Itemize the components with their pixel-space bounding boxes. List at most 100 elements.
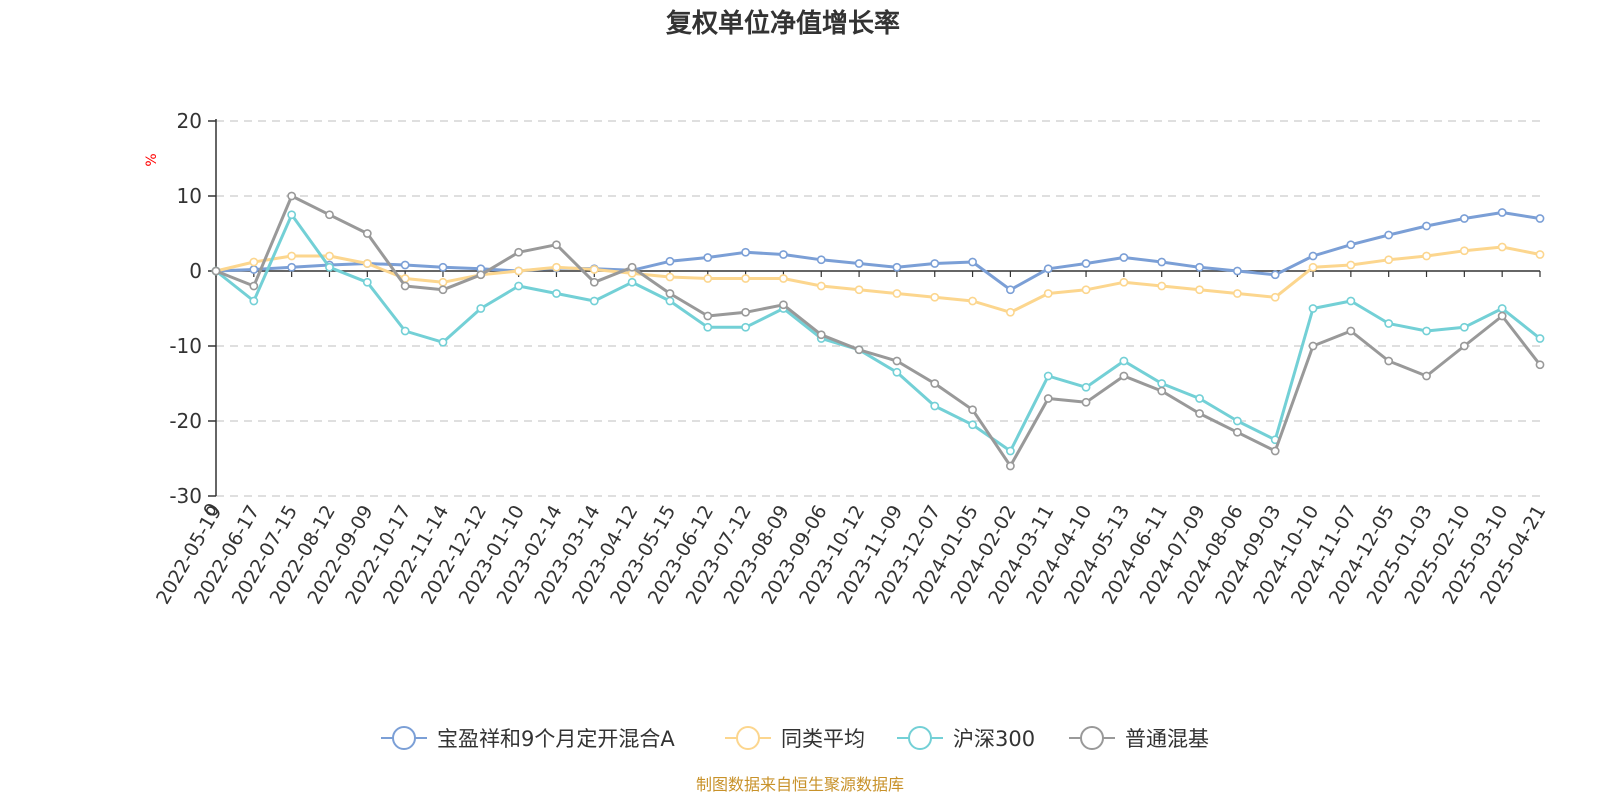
data-point xyxy=(1346,296,1356,306)
series-line xyxy=(215,211,1541,292)
data-point xyxy=(287,262,297,272)
data-point xyxy=(1497,304,1507,313)
source-note: 制图数据来自恒生聚源数据库 xyxy=(696,775,904,794)
legend-label: 同类平均 xyxy=(781,727,865,751)
data-point xyxy=(362,259,372,268)
series-line xyxy=(215,213,1541,453)
data-point xyxy=(741,247,750,257)
data-point xyxy=(816,281,826,291)
data-point xyxy=(665,272,675,282)
data-point xyxy=(552,240,561,250)
data-point xyxy=(1497,242,1507,252)
legend-swatch-circle xyxy=(908,726,932,750)
data-point xyxy=(1195,285,1204,295)
data-point xyxy=(211,266,221,276)
data-point xyxy=(438,337,448,347)
data-point xyxy=(1346,240,1356,250)
legend-label: 普通混基 xyxy=(1125,727,1209,751)
data-point xyxy=(1157,386,1167,396)
data-point xyxy=(1157,379,1167,388)
y-tick-label: -10 xyxy=(169,334,202,358)
data-point xyxy=(1422,371,1431,381)
data-point xyxy=(665,256,675,266)
data-point xyxy=(1346,326,1356,336)
data-point xyxy=(1195,262,1204,272)
data-point xyxy=(1459,214,1469,223)
data-point xyxy=(1308,304,1318,313)
data-point xyxy=(1006,285,1015,295)
data-point xyxy=(1081,285,1091,295)
data-point xyxy=(1006,461,1015,471)
series-lines xyxy=(211,191,1545,471)
y-tick-label: -30 xyxy=(169,484,202,508)
data-point xyxy=(400,326,410,336)
data-point xyxy=(1270,270,1280,280)
data-point xyxy=(325,210,334,220)
data-point xyxy=(1157,281,1167,291)
data-point xyxy=(665,296,675,306)
data-point xyxy=(930,259,940,268)
data-point xyxy=(589,277,599,287)
data-point xyxy=(968,257,977,267)
legend: 宝盈祥和9个月定开混合A 同类平均 沪深300 普通混基 xyxy=(381,726,1209,751)
data-point xyxy=(249,265,259,274)
data-point xyxy=(968,296,977,306)
data-point xyxy=(1270,446,1280,456)
data-point xyxy=(514,247,524,257)
data-point xyxy=(816,255,826,265)
data-point xyxy=(1081,382,1091,392)
data-point xyxy=(627,262,637,272)
data-point xyxy=(1043,264,1053,274)
data-point xyxy=(1006,307,1015,317)
data-point xyxy=(1195,409,1204,418)
data-point xyxy=(968,420,977,430)
series-line xyxy=(215,194,1542,468)
data-point xyxy=(1459,246,1469,256)
data-point xyxy=(249,257,259,267)
series-line xyxy=(215,245,1541,314)
data-point xyxy=(1459,322,1469,332)
data-point xyxy=(1535,214,1545,223)
data-point xyxy=(249,296,259,306)
data-point xyxy=(892,262,902,272)
data-point xyxy=(362,229,372,238)
data-point xyxy=(400,260,410,270)
data-point xyxy=(1346,260,1356,270)
data-point xyxy=(892,289,902,298)
data-point xyxy=(1081,259,1091,268)
data-point xyxy=(362,277,372,287)
data-point xyxy=(779,300,788,310)
data-point xyxy=(1422,326,1431,336)
data-point xyxy=(438,262,448,272)
legend-label: 沪深300 xyxy=(953,727,1035,751)
data-point xyxy=(779,274,788,283)
data-point xyxy=(1270,292,1280,302)
data-point xyxy=(741,274,750,283)
data-point xyxy=(1384,230,1394,240)
data-point xyxy=(1043,394,1053,403)
data-point xyxy=(779,250,788,259)
data-point xyxy=(400,281,410,291)
data-point xyxy=(438,277,448,287)
data-point xyxy=(1195,394,1204,403)
data-point xyxy=(1119,371,1129,381)
data-point xyxy=(1043,371,1053,381)
y-tick-label: 20 xyxy=(177,109,202,133)
data-point xyxy=(930,292,940,302)
data-point xyxy=(325,251,334,261)
data-point xyxy=(1119,277,1129,287)
data-point xyxy=(930,379,940,388)
data-point xyxy=(1119,253,1129,262)
data-point xyxy=(854,259,864,268)
data-point xyxy=(476,304,486,313)
data-point xyxy=(1497,311,1507,321)
data-point xyxy=(627,277,637,287)
data-point xyxy=(1384,319,1394,328)
data-point xyxy=(741,322,750,332)
legend-label: 宝盈祥和9个月定开混合A xyxy=(437,727,675,751)
data-point xyxy=(703,253,713,262)
data-point xyxy=(1497,208,1507,217)
data-point xyxy=(552,289,561,298)
data-point xyxy=(1422,221,1431,231)
